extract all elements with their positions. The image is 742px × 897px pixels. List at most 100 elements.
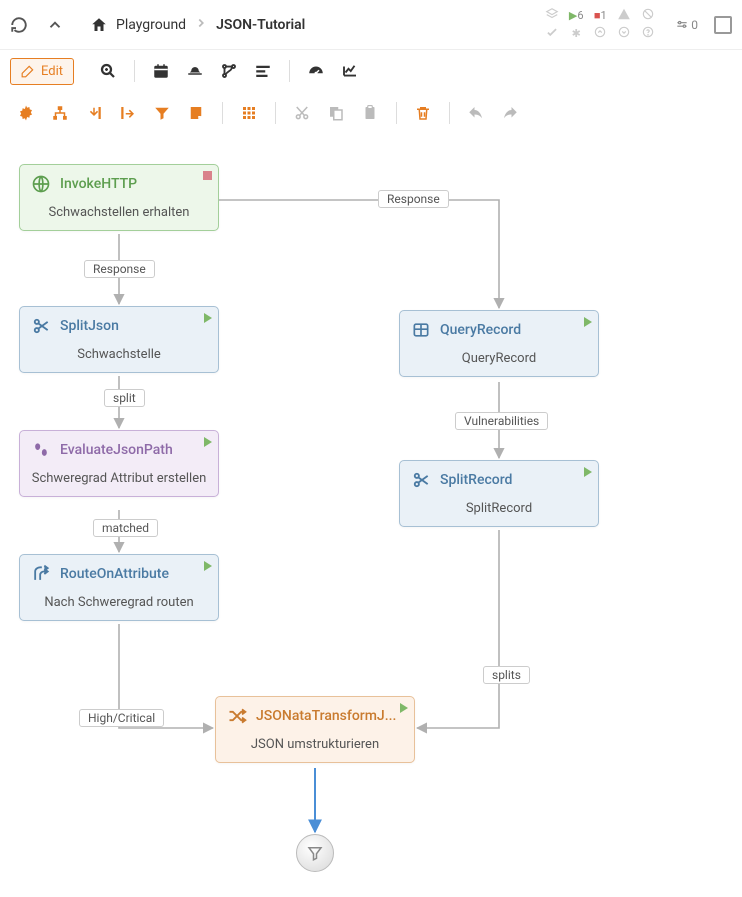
header-right: ▶6 ■1 ✱ 0 [541, 7, 732, 43]
node-jsonata[interactable]: JSONataTransformJ... JSON umstrukturiere… [215, 696, 415, 763]
footsteps-icon [30, 439, 52, 461]
node-invokehttp[interactable]: InvokeHTTP Schwachstellen erhalten [19, 164, 219, 231]
status-grid: ▶6 ■1 ✱ [541, 7, 659, 43]
node-splitjson[interactable]: SplitJson Schwachstelle [19, 306, 219, 373]
toolbar-row-1: Edit [0, 50, 742, 92]
toolbar-separator [396, 102, 397, 124]
delete-button[interactable] [407, 97, 439, 129]
state-running-icon [204, 313, 212, 323]
node-header: SplitJson [20, 307, 218, 341]
node-title: EvaluateJsonPath [60, 442, 173, 458]
export-button[interactable] [112, 97, 144, 129]
node-header: InvokeHTTP [20, 165, 218, 199]
node-title: RouteOnAttribute [60, 566, 169, 582]
globe-icon [30, 173, 52, 195]
chart-button[interactable] [334, 55, 366, 87]
circle-down-icon [617, 25, 631, 42]
breadcrumb-root[interactable]: Playground [116, 17, 186, 33]
node-title: SplitJson [60, 318, 119, 334]
header-left: Playground JSON-Tutorial [10, 16, 305, 34]
scissors-icon [30, 315, 52, 337]
toolbar-separator [134, 60, 135, 82]
toolbar-separator [222, 102, 223, 124]
state-stopped-icon [203, 171, 212, 180]
node-header: RouteOnAttribute [20, 555, 218, 589]
node-title: SplitRecord [440, 472, 512, 488]
edge-label[interactable]: splits [483, 666, 530, 684]
state-running-icon [584, 467, 592, 477]
node-subtitle: Schwachstellen erhalten [20, 199, 218, 230]
node-subtitle: JSON umstrukturieren [216, 731, 414, 762]
toolbar-separator [449, 102, 450, 124]
disabled-icon [641, 7, 655, 24]
check-icon [545, 25, 559, 42]
state-running-icon [400, 703, 408, 713]
home-icon[interactable] [90, 16, 108, 34]
import-button[interactable] [78, 97, 110, 129]
edge-label[interactable]: Vulnerabilities [455, 412, 548, 430]
node-subtitle: Schwachstelle [20, 341, 218, 372]
node-subtitle: Schweregrad Attribut erstellen [20, 465, 218, 496]
star-icon: ✱ [572, 27, 581, 40]
node-subtitle: QueryRecord [400, 345, 598, 376]
state-running-icon [204, 437, 212, 447]
copy-button[interactable] [320, 97, 352, 129]
stopped-indicator: ■1 [594, 9, 607, 22]
threads-indicator[interactable]: 0 [675, 18, 698, 32]
panel-toggle[interactable] [714, 16, 732, 34]
edge-label[interactable]: split [104, 389, 145, 407]
node-header: JSONataTransformJ... [216, 697, 414, 731]
redo-button[interactable] [494, 97, 526, 129]
align-button[interactable] [247, 55, 279, 87]
running-indicator: ▶6 [569, 9, 584, 22]
threads-count: 0 [691, 18, 698, 32]
undo-button[interactable] [460, 97, 492, 129]
node-title: JSONataTransformJ... [256, 708, 396, 724]
edge-label[interactable]: Response [84, 260, 155, 278]
paste-button[interactable] [354, 97, 386, 129]
node-evaluatejsonpath[interactable]: EvaluateJsonPath Schweregrad Attribut er… [19, 430, 219, 497]
zoom-button[interactable] [92, 55, 124, 87]
toolbar-separator [289, 60, 290, 82]
edge-label[interactable]: matched [93, 519, 158, 537]
node-routeonattribute[interactable]: RouteOnAttribute Nach Schweregrad routen [19, 554, 219, 621]
route-icon [30, 563, 52, 585]
help-icon [641, 25, 655, 42]
up-button[interactable] [46, 16, 64, 34]
edge-label[interactable]: Response [378, 190, 449, 208]
layers-icon [545, 7, 559, 24]
state-running-icon [204, 561, 212, 571]
breadcrumb: Playground JSON-Tutorial [90, 16, 305, 34]
scissors-icon [410, 469, 432, 491]
state-running-icon [584, 317, 592, 327]
refresh-button[interactable] [10, 16, 28, 34]
branch-button[interactable] [213, 55, 245, 87]
node-header: SplitRecord [400, 461, 598, 495]
node-subtitle: SplitRecord [400, 495, 598, 526]
cut-button[interactable] [286, 97, 318, 129]
node-title: QueryRecord [440, 322, 521, 338]
calendar-button[interactable] [145, 55, 177, 87]
note-button[interactable] [180, 97, 212, 129]
toolbar-separator [275, 102, 276, 124]
connections-layer [0, 134, 742, 897]
breadcrumb-current: JSON-Tutorial [216, 17, 305, 33]
node-header: EvaluateJsonPath [20, 431, 218, 465]
gauge-button[interactable] [300, 55, 332, 87]
grid-button[interactable] [233, 97, 265, 129]
circle-up-icon [593, 25, 607, 42]
toolbar-row-2 [0, 92, 742, 134]
node-splitrecord[interactable]: SplitRecord SplitRecord [399, 460, 599, 527]
hierarchy-button[interactable] [44, 97, 76, 129]
bell-button[interactable] [179, 55, 211, 87]
edit-button[interactable]: Edit [10, 58, 74, 85]
node-header: QueryRecord [400, 311, 598, 345]
funnel-target[interactable] [296, 834, 334, 872]
edge-label[interactable]: High/Critical [79, 709, 164, 727]
gear-button[interactable] [10, 97, 42, 129]
shuffle-icon [226, 705, 248, 727]
filter-button[interactable] [146, 97, 178, 129]
node-subtitle: Nach Schweregrad routen [20, 589, 218, 620]
flow-canvas[interactable]: Response Response split matched High/Cri… [0, 134, 742, 897]
node-queryrecord[interactable]: QueryRecord QueryRecord [399, 310, 599, 377]
